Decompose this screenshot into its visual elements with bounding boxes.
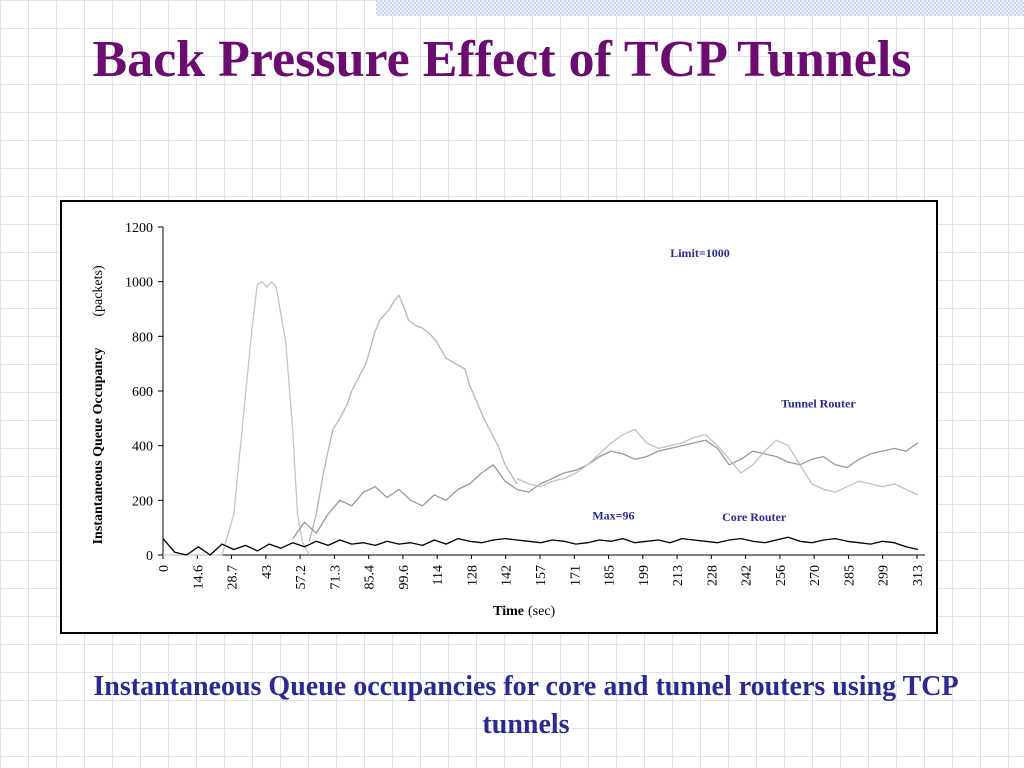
slide-title: Back Pressure Effect of TCP Tunnels [92,31,912,88]
x-tick-label: 242 [740,565,755,586]
x-tick-label: 128 [465,565,480,586]
annotation-limit-1000: Limit=1000 [670,246,730,260]
slide-caption: Instantaneous Queue occupancies for core… [93,671,959,740]
x-tick-label: 114 [431,565,446,585]
series-line-2 [308,294,518,542]
x-tick-label: 85.4 [363,565,378,590]
x-tick-label: 57.2 [294,565,309,590]
x-axis-unit: (sec) [528,604,556,619]
x-tick-label: 199 [637,565,652,586]
x-tick-label: 43 [260,565,275,579]
x-tick-label: 157 [534,565,549,586]
x-axis-title: Time [493,604,524,619]
y-tick-label: 400 [132,440,153,455]
x-tick-label: 185 [603,565,618,586]
x-tick-label: 0 [157,565,172,572]
x-tick-label: 299 [877,565,892,586]
x-tick-label: 14.6 [191,565,206,590]
x-tick-label: 142 [500,565,515,586]
series-line-3 [292,439,919,539]
y-tick-label: 1000 [125,276,153,291]
annotation-tunnel-router: Tunnel Router [781,396,856,410]
y-axis-unit: (packets) [91,265,106,317]
x-tick-label: 228 [705,565,720,586]
queue-occupancy-chart: 0 200 400 600 800 1000 1200 0 14.6 28.7 43 57.2 71.3… [91,221,926,619]
y-tick-label: 600 [132,385,153,400]
series-line-1 [163,281,310,556]
y-tick-label: 1200 [125,221,153,236]
x-tick-label: 171 [568,565,583,586]
x-tick-label: 213 [671,565,686,586]
series-line-4 [516,428,919,496]
annotation-core-router: Core Router [722,510,787,524]
annotation-max-96: Max=96 [592,508,634,522]
x-tick-label: 256 [774,565,789,586]
y-tick-label: 200 [132,494,153,509]
x-tick-label: 270 [808,565,823,586]
chart-frame: 0 200 400 600 800 1000 1200 0 14.6 28.7 43 57.2 71.3… [60,200,938,634]
x-tick-label: 285 [842,565,857,586]
x-tick-label: 71.3 [328,565,343,590]
top-decorative-band [376,0,1024,16]
y-axis-title: Instantaneous Queue Occupancy [91,348,106,545]
series-line-5 [162,536,919,556]
x-tick-label: 99.6 [397,565,412,590]
x-tick-label: 313 [911,565,926,586]
x-tick-label: 28.7 [226,565,241,590]
y-tick-label: 800 [132,330,153,345]
y-tick-label: 0 [146,549,153,564]
